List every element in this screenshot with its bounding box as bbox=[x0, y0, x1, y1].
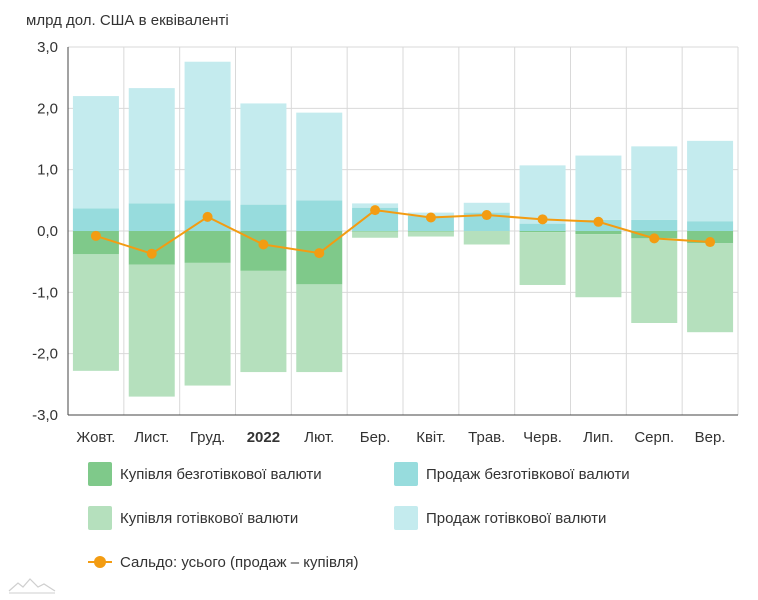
bar-sale-cashless bbox=[463, 212, 510, 231]
bar-purchase-cashless bbox=[575, 231, 622, 235]
balance-point bbox=[202, 211, 213, 222]
x-tick-label: Груд. bbox=[190, 429, 225, 446]
legend-swatch-balance bbox=[88, 550, 112, 574]
bar-purchase-cash bbox=[519, 232, 566, 285]
bar-purchase-cash bbox=[575, 234, 622, 298]
legend-item-sale-cashless: Продаж безготівкової валюти bbox=[394, 462, 630, 486]
unit-label: млрд дол. США в еквіваленті bbox=[26, 12, 229, 29]
bar-sale-cash bbox=[631, 146, 678, 220]
bar-purchase-cash bbox=[184, 262, 231, 386]
balance-line bbox=[95, 209, 711, 255]
balance-point bbox=[146, 248, 157, 259]
bar-sale-cashless bbox=[72, 208, 119, 231]
bar-sale-cash bbox=[463, 202, 510, 213]
legend-item-balance: Сальдо: усього (продаж – купівля) bbox=[88, 550, 358, 574]
bar-purchase-cash bbox=[631, 238, 678, 323]
bar-sale-cashless bbox=[631, 219, 678, 231]
balance-point bbox=[705, 237, 716, 248]
balance-point bbox=[425, 212, 436, 223]
bar-sale-cash bbox=[575, 155, 622, 220]
bar-sale-cashless bbox=[128, 203, 175, 231]
bar-purchase-cashless bbox=[407, 231, 454, 232]
legend-label-balance: Сальдо: усього (продаж – купівля) bbox=[120, 553, 359, 571]
legend-swatch-purchase-cash bbox=[88, 506, 112, 530]
legend-item-sale-cash: Продаж готівкової валюти bbox=[394, 506, 606, 530]
x-tick-label: Бер. bbox=[360, 429, 391, 446]
balance-point bbox=[90, 230, 101, 241]
x-tick-label: Вер. bbox=[695, 429, 726, 446]
legend-item-purchase-cashless: Купівля безготівкової валюти bbox=[88, 462, 322, 486]
bar-sale-cash bbox=[128, 88, 175, 204]
bar-purchase-cashless bbox=[352, 231, 399, 232]
legend-label-purchase-cash: Купівля готівкової валюти bbox=[120, 509, 299, 527]
legend-label-purchase-cashless: Купівля безготівкової валюти bbox=[120, 465, 322, 483]
balance-point bbox=[314, 248, 325, 259]
mountain-logo-icon bbox=[8, 578, 56, 594]
y-tick-label: -1,0 bbox=[32, 284, 58, 301]
bar-sale-cash bbox=[687, 140, 734, 222]
bar-sale-cashless bbox=[352, 207, 399, 231]
bar-sale-cashless bbox=[240, 204, 287, 231]
balance-point bbox=[370, 205, 381, 216]
x-tick-label: Черв. bbox=[523, 429, 562, 446]
legend-swatch-sale-cash bbox=[394, 506, 418, 530]
bar-purchase-cashless bbox=[184, 231, 231, 263]
x-tick-label: Лист. bbox=[134, 429, 169, 446]
legend-swatch-sale-cashless bbox=[394, 462, 418, 486]
x-tick-label: Трав. bbox=[468, 429, 505, 446]
bar-sale-cashless bbox=[687, 221, 734, 231]
balance-point bbox=[481, 210, 492, 221]
x-tick-label: Лют. bbox=[304, 429, 334, 446]
x-tick-label: Жовт. bbox=[76, 429, 115, 446]
bar-sale-cashless bbox=[296, 200, 343, 231]
bar-purchase-cashless bbox=[519, 231, 566, 233]
bar-purchase-cash bbox=[72, 254, 119, 371]
chart-svg: 3,0 2,0 1,0 0,0 -1,0 -2,0 -3,0 Жовт. Лист. Груд. 2… bbox=[32, 39, 739, 446]
bar-sale-cash bbox=[296, 112, 343, 201]
bar-purchase-cash bbox=[352, 231, 399, 238]
x-tick-label: Серп. bbox=[634, 429, 674, 446]
y-tick-label: -2,0 bbox=[32, 346, 58, 363]
bar-sale-cash bbox=[72, 96, 119, 209]
bar-sale-cashless bbox=[519, 223, 566, 231]
y-tick-label: 1,0 bbox=[37, 162, 58, 179]
y-tick-label: -3,0 bbox=[32, 407, 58, 424]
bar-purchase-cash bbox=[463, 231, 510, 245]
legend-label-sale-cashless: Продаж безготівкової валюти bbox=[426, 465, 630, 483]
bar-purchase-cash bbox=[240, 270, 287, 373]
balance-point bbox=[593, 216, 604, 227]
bar-sale-cashless bbox=[407, 215, 454, 231]
bar-purchase-cash bbox=[128, 264, 175, 397]
balance-point bbox=[537, 214, 548, 225]
legend-swatch-purchase-cashless bbox=[88, 462, 112, 486]
bar-purchase-cash bbox=[687, 243, 734, 333]
bar-sale-cash bbox=[519, 165, 566, 224]
y-tick-label: 2,0 bbox=[37, 100, 58, 117]
x-tick-label: 2022 bbox=[247, 429, 280, 446]
balance-point bbox=[258, 239, 269, 250]
x-tick-label: Лип. bbox=[583, 429, 614, 446]
bar-sale-cash bbox=[184, 61, 231, 201]
x-tick-label: Квіт. bbox=[416, 429, 445, 446]
y-tick-label: 3,0 bbox=[37, 39, 58, 56]
bar-sale-cash bbox=[240, 103, 287, 205]
balance-point bbox=[649, 233, 660, 244]
legend-label-sale-cash: Продаж готівкової валюти bbox=[426, 509, 607, 527]
legend-item-purchase-cash: Купівля готівкової валюти bbox=[88, 506, 298, 530]
bar-purchase-cashless bbox=[72, 231, 119, 255]
bar-purchase-cash bbox=[296, 284, 343, 373]
bar-purchase-cash bbox=[407, 231, 454, 237]
y-tick-label: 0,0 bbox=[37, 223, 58, 240]
